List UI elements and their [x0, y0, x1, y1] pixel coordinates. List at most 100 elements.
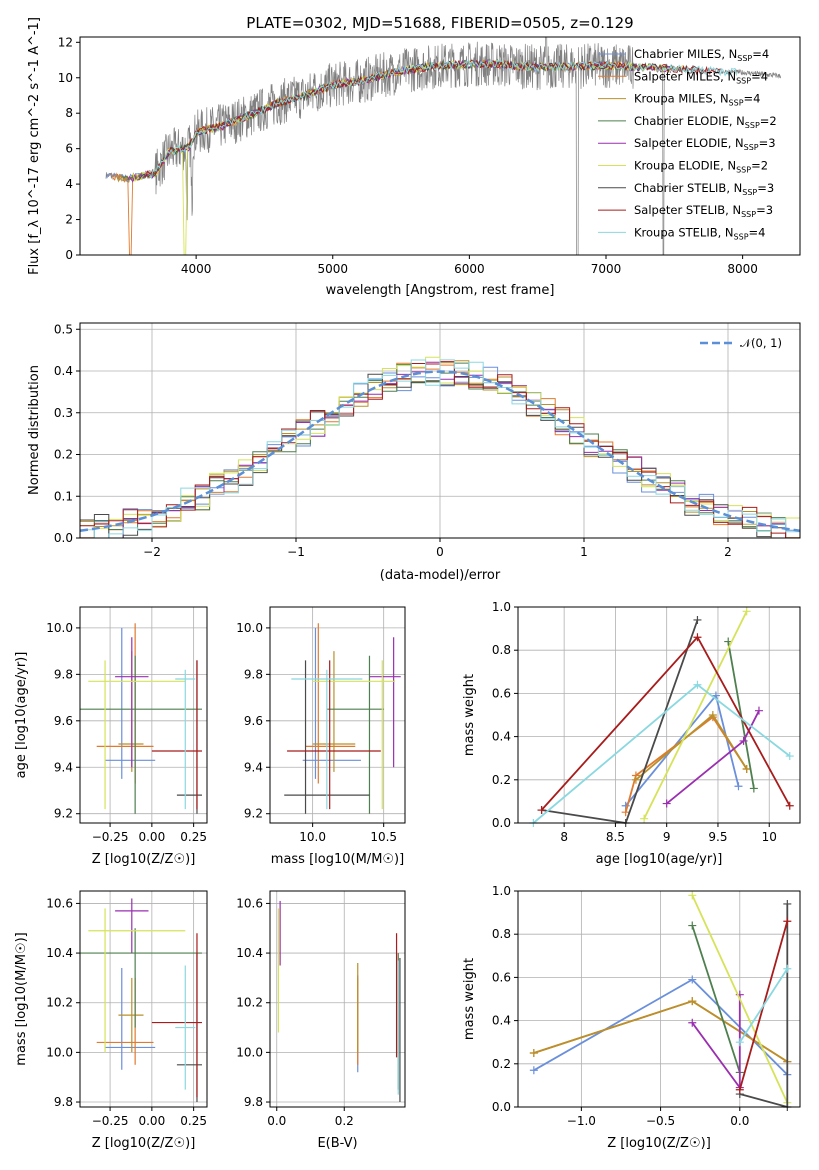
weight-age-point-marker: [785, 752, 794, 761]
legend-label-suffix: =3: [756, 203, 773, 217]
legend-label-sub: SSP: [734, 232, 749, 241]
spectrum-model-line: [149, 59, 738, 180]
mass-ebv-axes: 0.0 0.2 9.8 10.0 10.2 10.4 10.6 E(B-V): [236, 890, 406, 1151]
mass-z-xtick-label: 0.00: [138, 1114, 165, 1128]
weight-z-frame: [517, 890, 801, 1108]
weight-age-point-marker: [734, 782, 743, 791]
weight-z-point-marker: [688, 921, 697, 930]
weight-z-ytick-label: 0.4: [492, 1014, 511, 1028]
weight-z-series-line: [691, 994, 741, 1091]
legend-label: Salpeter MILES, NSSP=4: [634, 69, 768, 85]
weight-age-xtick-label: 8: [560, 830, 568, 844]
weight-age-point-marker: [693, 633, 702, 642]
legend-label-suffix: =2: [760, 114, 777, 128]
spectrum-axes: 4000 5000 6000 7000 8000 0 2 4 6 8 10 12 Chabrier MI…: [27, 14, 801, 298]
weight-z-series-line: [739, 968, 789, 1043]
weight-age-point-marker: [621, 808, 630, 817]
hist-xtick-label: −2: [143, 545, 161, 559]
legend-label-sub: SSP: [736, 76, 751, 85]
mass-z-ytick-label: 10.0: [46, 1045, 73, 1059]
legend-label-suffix: =4: [751, 69, 768, 83]
weight-z-point-marker: [688, 891, 697, 900]
weight-z-point-marker: [783, 964, 792, 973]
spectrum-data-line: [105, 37, 781, 255]
hist-step-line: [80, 361, 800, 538]
weight-age-ytick-label: 0.4: [492, 730, 511, 744]
mass-z-ytick-label: 10.4: [46, 946, 73, 960]
legend-label-main: Kroupa STELIB, N: [634, 225, 734, 239]
hist-legend-label: 𝒩(0, 1): [740, 336, 782, 350]
age-z-ytick-label: 9.8: [54, 667, 73, 681]
age-z-axes: −0.25 0.00 0.25 9.2 9.4 9.6 9.8 10.0 Z [log10(Z/…: [14, 606, 208, 867]
hist-ytick-label: 0.2: [54, 448, 73, 462]
mass-ebv-ytick-label: 10.4: [236, 946, 263, 960]
mass-z-xtick-label: 0.25: [180, 1114, 207, 1128]
weight-z-point-marker: [735, 1085, 744, 1094]
spectrum-model-line: [144, 59, 720, 178]
legend-label-sub: SSP: [745, 121, 760, 130]
hist-xtick-label: −1: [287, 545, 305, 559]
spectrum-model-line: [132, 60, 688, 255]
weight-age-ytick-label: 0.0: [492, 816, 511, 830]
mass-z-axes: −0.25 0.00 0.25 9.8 10.0 10.2 10.4 10.6 Z [log10…: [14, 890, 208, 1151]
weight-z-point-marker: [783, 899, 792, 908]
spectrum-model-line: [127, 59, 671, 183]
mass-ebv-ytick-label: 10.2: [236, 996, 263, 1010]
weight-age-xtick-label: 9.5: [708, 830, 727, 844]
age-z-ytick-label: 9.6: [54, 714, 73, 728]
age-z-ytick-label: 10.0: [46, 621, 73, 635]
spectrum-ytick-label: 8: [65, 106, 73, 120]
weight-age-point-marker: [693, 615, 702, 624]
hist-ytick-label: 0.3: [54, 406, 73, 420]
hist-ytick-label: 0.0: [54, 531, 73, 545]
age-mass-ytick-label: 9.8: [244, 667, 263, 681]
age-mass-ytick-label: 10.0: [236, 621, 263, 635]
spectrum-ytick-label: 0: [65, 248, 73, 262]
age-mass-ytick-label: 9.6: [244, 714, 263, 728]
mass-z-ytick-label: 10.2: [46, 996, 73, 1010]
weight-age-series-line: [643, 610, 748, 820]
legend-label: Salpeter STELIB, NSSP=3: [634, 203, 773, 219]
legend-label-main: Salpeter MILES, N: [634, 69, 736, 83]
age-z-xtick-label: 0.25: [180, 830, 207, 844]
mass-z-xtick-label: −0.25: [92, 1114, 129, 1128]
hist-gaussian-line: [80, 370, 800, 532]
age-mass-ytick-label: 9.2: [244, 807, 263, 821]
mass-ebv-ytick-label: 10.0: [236, 1045, 263, 1059]
weight-age-ytick-label: 1.0: [492, 600, 511, 614]
mass-z-ylabel: mass [log10(M/M☉)]: [14, 932, 29, 1065]
weight-age-ytick-label: 0.6: [492, 686, 511, 700]
weight-z-point-marker: [529, 1049, 538, 1057]
weight-age-point-marker: [785, 801, 794, 810]
weight-age-ylabel: mass weight: [462, 674, 477, 756]
legend-label-suffix: =3: [759, 136, 776, 150]
spectrum-ytick-label: 4: [65, 177, 73, 191]
weight-z-ytick-label: 0.8: [492, 927, 511, 941]
hist-ytick-label: 0.5: [54, 322, 73, 336]
weight-z-ytick-label: 0.0: [492, 1100, 511, 1114]
mass-z-ytick-label: 10.6: [46, 896, 73, 910]
weight-age-point-marker: [708, 711, 717, 719]
weight-z-point-marker: [688, 975, 697, 984]
age-z-frame: [79, 606, 208, 824]
weight-age-point-marker: [631, 775, 640, 784]
hist-xlabel: (data-model)/error: [380, 568, 501, 583]
weight-age-series-line: [625, 693, 740, 807]
weight-z-point-marker: [783, 917, 792, 926]
age-mass-ytick-label: 9.4: [244, 760, 263, 774]
legend-label: Salpeter ELODIE, NSSP=3: [634, 136, 776, 152]
weight-age-point-marker: [662, 799, 671, 808]
spectrum-ytick-label: 6: [65, 142, 73, 156]
weight-age-point-marker: [739, 736, 748, 745]
hist-axes: −2 −1 0 1 2 0.0 0.1 0.2 0.3 0.4 0.5 𝒩(0, 1) (data-mo…: [27, 322, 801, 583]
legend-label-sub: SSP: [742, 188, 757, 197]
weight-z-point-marker: [529, 1066, 538, 1075]
weight-z-series-line: [691, 894, 789, 1104]
mass-z-frame: [79, 890, 208, 1108]
hist-xtick-label: 0: [436, 545, 444, 559]
hist-xtick-label: 2: [724, 545, 732, 559]
spectrum-xtick-label: 5000: [317, 262, 348, 276]
legend-label: Chabrier STELIB, NSSP=3: [634, 181, 774, 197]
mass-ebv-ytick-label: 9.8: [244, 1095, 263, 1109]
